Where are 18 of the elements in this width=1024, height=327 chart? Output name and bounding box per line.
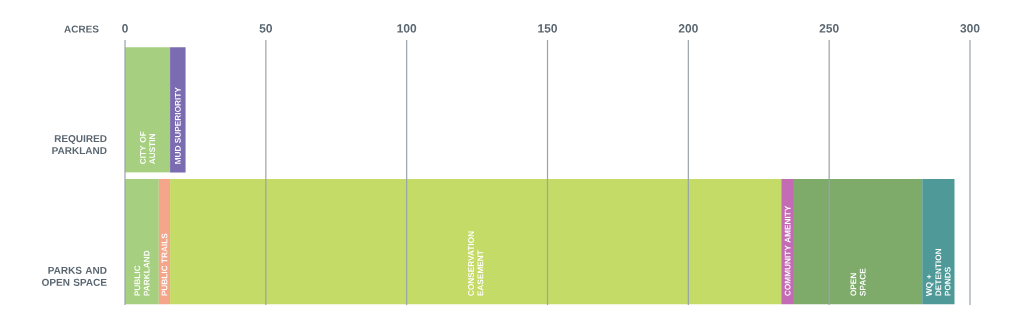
series-label: OPEN SPACE — [850, 268, 866, 296]
series-label: MUD SUPERIORITY — [174, 87, 181, 164]
series-label: PUBLIC TRAILS — [161, 233, 168, 296]
x-axis-title: ACRES — [64, 25, 99, 33]
x-tick-label: 200 — [678, 24, 698, 33]
series-label: COMMUNITY AMENITY — [784, 205, 791, 296]
x-tick-label: 0 — [122, 24, 128, 33]
x-tick-label: 300 — [960, 24, 980, 33]
x-tick-label: 50 — [259, 24, 273, 33]
x-tick-label: 250 — [819, 24, 839, 33]
y-tick-label: REQUIRED PARKLAND — [52, 135, 107, 155]
series-label: PUBLIC PARKLAND — [134, 250, 150, 296]
series-label: CITY OF AUSTIN — [139, 131, 156, 165]
x-tick-label: 100 — [397, 24, 417, 33]
series-label: CONSERVATION EASEMENT — [468, 231, 484, 296]
series-label: WQ + DETENTION PONDS — [926, 248, 951, 297]
x-tick-label: 150 — [538, 24, 558, 33]
y-tick-label: PARKS AND OPEN SPACE — [42, 266, 107, 286]
